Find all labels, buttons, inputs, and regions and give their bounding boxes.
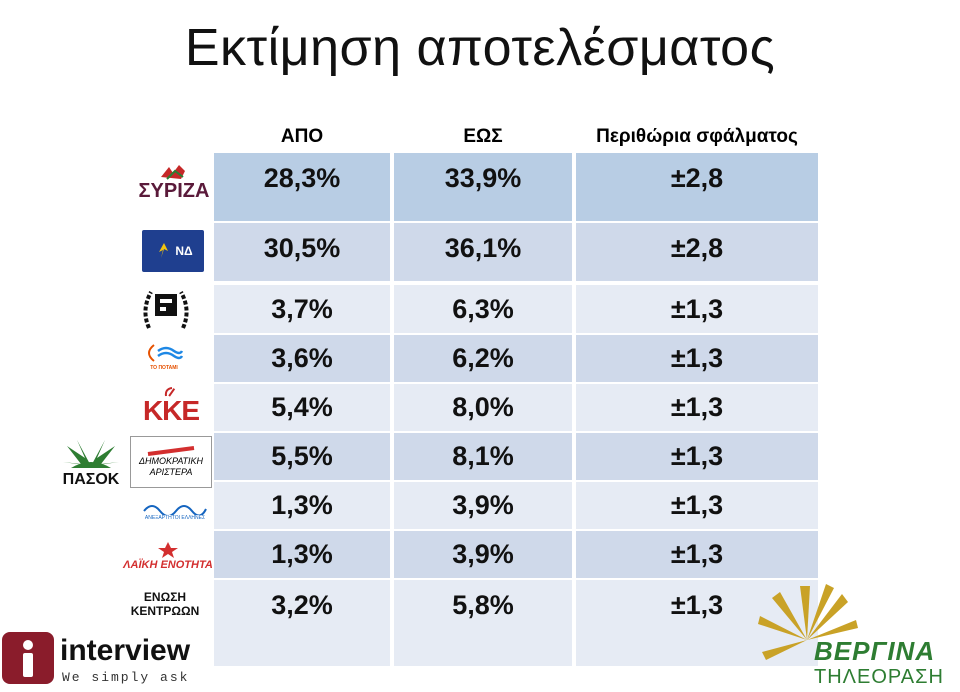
cell-to: 3,9% bbox=[394, 482, 572, 529]
hammer-sickle-icon bbox=[164, 387, 176, 397]
vergina-sun-icon bbox=[758, 584, 858, 660]
interview-tagline: We simply ask bbox=[62, 670, 190, 685]
cell-to: 8,1% bbox=[394, 433, 572, 480]
cell-from: 3,7% bbox=[214, 285, 390, 333]
anel-script-icon bbox=[143, 505, 207, 515]
cell-from: 1,3% bbox=[214, 482, 390, 529]
cell-to: 8,0% bbox=[394, 384, 572, 431]
nd-logo-text: ΝΔ bbox=[175, 244, 193, 258]
cell-to: 3,9% bbox=[394, 531, 572, 578]
potami-logo: ΤΟ ΠΟΤΑΜΙ bbox=[140, 336, 188, 376]
table-row: 5,5% 8,1% ±1,3 bbox=[0, 433, 960, 480]
table-row: 3,6% 6,2% ±1,3 bbox=[0, 335, 960, 382]
table-row: 28,3% 33,9% ±2,8 bbox=[0, 153, 960, 221]
table-row: 1,3% 3,9% ±1,3 bbox=[0, 531, 960, 578]
anel-logo-text: ΑΝΕΞΑΡΤΗΤΟΙ ΕΛΛΗΝΕΣ bbox=[144, 515, 206, 521]
interview-brand-name: interview bbox=[60, 634, 191, 667]
anel-logo: ΑΝΕΞΑΡΤΗΤΟΙ ΕΛΛΗΝΕΣ bbox=[140, 494, 210, 528]
column-header-to: ΕΩΣ bbox=[463, 126, 503, 147]
vergina-tv-brand: ΒΕΡΓΙΝΑ ΤΗΛΕΟΡΑΣΗ bbox=[752, 580, 960, 692]
cell-to: 6,3% bbox=[394, 285, 572, 333]
page-title: Εκτίμηση αποτελέσματος bbox=[184, 19, 776, 77]
cell-to: 36,1% bbox=[394, 223, 572, 281]
laiki-enotita-logo-text: ΛΑΪΚΗ ΕΝΟΤΗΤΑ bbox=[123, 559, 213, 571]
meander-wreath-icon bbox=[143, 291, 189, 329]
cell-from: 5,4% bbox=[214, 384, 390, 431]
nd-torch-icon bbox=[159, 243, 169, 258]
cell-to: 5,8% bbox=[394, 580, 572, 666]
cell-from: 30,5% bbox=[214, 223, 390, 281]
cell-from: 28,3% bbox=[214, 153, 390, 221]
interview-brand: interview We simply ask bbox=[0, 628, 210, 692]
dimar-logo: ΔΗΜΟΚΡΑΤΙΚΗ ΑΡΙΣΤΕΡΑ bbox=[130, 436, 212, 488]
table-row: 30,5% 36,1% ±2,8 bbox=[0, 223, 960, 281]
vergina-brand-sub: ΤΗΛΕΟΡΑΣΗ bbox=[814, 666, 944, 688]
table-row: 3,7% 6,3% ±1,3 bbox=[0, 285, 960, 333]
syriza-logo: ΣΥΡΙΖΑ bbox=[136, 158, 212, 206]
cell-margin: ±1,3 bbox=[576, 285, 818, 333]
column-header-from: ΑΠΟ bbox=[280, 126, 324, 147]
dimar-logo-text: ΔΗΜΟΚΡΑΤΙΚΗ ΑΡΙΣΤΕΡΑ bbox=[138, 456, 203, 477]
syriza-flag-icon bbox=[161, 165, 185, 180]
cell-margin: ±1,3 bbox=[576, 482, 818, 529]
nd-logo: ΝΔ bbox=[142, 230, 204, 272]
cell-to: 6,2% bbox=[394, 335, 572, 382]
interview-info-icon bbox=[2, 632, 54, 684]
cell-margin: ±1,3 bbox=[576, 531, 818, 578]
dimar-red-stroke-icon bbox=[147, 446, 195, 456]
column-header-margin: Περιθώρια σφάλματος bbox=[596, 126, 798, 147]
cell-from: 3,6% bbox=[214, 335, 390, 382]
golden-dawn-logo bbox=[138, 284, 194, 334]
kke-logo: ΚΚΕ bbox=[140, 384, 202, 426]
table-row: 1,3% 3,9% ±1,3 bbox=[0, 482, 960, 529]
enosi-kentroon-logo: ΕΝΩΣΗ ΚΕΝΤΡΩΩΝ bbox=[118, 586, 212, 622]
syriza-logo-text: ΣΥΡΙΖΑ bbox=[138, 180, 210, 202]
enosi-kentroon-logo-text: ΕΝΩΣΗ ΚΕΝΤΡΩΩΝ bbox=[130, 590, 200, 618]
kke-logo-text: ΚΚΕ bbox=[142, 395, 200, 426]
cell-from: 3,2% bbox=[214, 580, 390, 666]
cell-from: 1,3% bbox=[214, 531, 390, 578]
cell-margin: ±1,3 bbox=[576, 384, 818, 431]
pasok-logo: ΠΑΣΟΚ bbox=[54, 434, 128, 490]
cell-margin: ±2,8 bbox=[576, 153, 818, 221]
potami-wave-icon bbox=[148, 344, 184, 362]
table-row: 5,4% 8,0% ±1,3 bbox=[0, 384, 960, 431]
vergina-brand-name: ΒΕΡΓΙΝΑ bbox=[814, 636, 936, 666]
pasok-logo-text: ΠΑΣΟΚ bbox=[62, 471, 120, 488]
cell-margin: ±1,3 bbox=[576, 335, 818, 382]
red-star-icon bbox=[158, 542, 178, 558]
laiki-enotita-logo: ΛΑΪΚΗ ΕΝΟΤΗΤΑ bbox=[122, 534, 214, 578]
cell-to: 33,9% bbox=[394, 153, 572, 221]
cell-margin: ±1,3 bbox=[576, 433, 818, 480]
potami-logo-text: ΤΟ ΠΟΤΑΜΙ bbox=[150, 365, 178, 371]
cell-margin: ±2,8 bbox=[576, 223, 818, 281]
cell-from: 5,5% bbox=[214, 433, 390, 480]
pasok-sun-icon bbox=[63, 440, 119, 468]
